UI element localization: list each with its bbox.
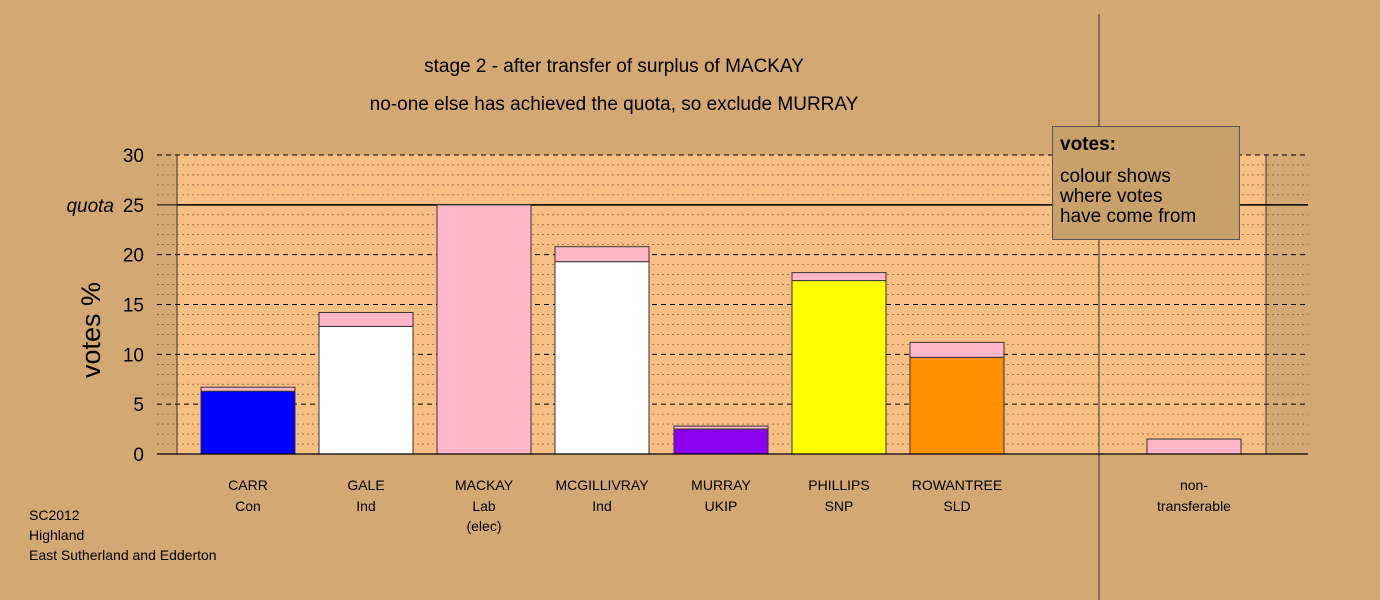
category-name-label: ROWANTREE xyxy=(912,477,1002,493)
legend-line: colour shows xyxy=(1060,166,1171,187)
footer-line: East Sutherland and Edderton xyxy=(29,547,217,563)
category-name-label: non- xyxy=(1180,477,1208,493)
bar-transfer-segment xyxy=(909,341,1005,358)
bar-phillips xyxy=(791,280,887,455)
category-party-label: SNP xyxy=(825,498,854,514)
y-tick-label: 0 xyxy=(133,445,144,466)
category-name-label: PHILLIPS xyxy=(808,477,869,493)
category-party-label: Con xyxy=(235,498,261,514)
bar-transfer-segment xyxy=(673,425,769,430)
bar-transfer-segment xyxy=(554,246,650,263)
legend-box: votes: colour shows where votes have com… xyxy=(1052,126,1240,240)
chart-subtitle: no-one else has achieved the quota, so e… xyxy=(370,94,859,115)
chart-title: stage 2 - after transfer of surplus of M… xyxy=(424,56,804,77)
bar-mackay xyxy=(436,204,532,455)
category-name-label: CARR xyxy=(228,477,268,493)
category-name-label: GALE xyxy=(347,477,384,493)
category-name-label: MCGILLIVRAY xyxy=(555,477,649,493)
bar-gale xyxy=(318,325,414,455)
legend-line: have come from xyxy=(1060,206,1197,227)
category-party-label: transferable xyxy=(1157,498,1231,514)
bar-transfer-segment xyxy=(1146,438,1242,455)
legend-heading: votes: xyxy=(1060,134,1116,155)
footer-line: Highland xyxy=(29,527,85,543)
bar-rowantree xyxy=(909,356,1005,455)
y-tick-label: 10 xyxy=(123,345,144,366)
bar-carr xyxy=(200,390,296,455)
quota-label: quota xyxy=(66,196,114,217)
category-name-label: MURRAY xyxy=(691,477,751,493)
y-tick-label: 25 xyxy=(123,196,144,217)
bar-murray xyxy=(673,428,769,455)
category-extra-label: (elec) xyxy=(466,518,501,534)
y-axis-label: votes % xyxy=(76,282,106,378)
category-party-label: UKIP xyxy=(705,498,738,514)
y-tick-label: 15 xyxy=(123,296,144,317)
category-party-label: SLD xyxy=(943,498,970,514)
bar-mcgillivray xyxy=(554,261,650,455)
category-party-label: Lab xyxy=(472,498,496,514)
legend-line: where votes xyxy=(1060,186,1163,207)
category-party-label: Ind xyxy=(592,498,611,514)
footer-info: SC2012 Highland East Sutherland and Edde… xyxy=(29,505,217,565)
y-tick-label: 30 xyxy=(123,146,144,167)
category-party-label: Ind xyxy=(356,498,375,514)
bar-transfer-segment xyxy=(318,311,414,327)
y-tick-label: 5 xyxy=(133,395,144,416)
bar-transfer-segment xyxy=(200,386,296,392)
y-tick-label: 20 xyxy=(123,246,144,267)
footer-line: SC2012 xyxy=(29,507,80,523)
category-name-label: MACKAY xyxy=(455,477,514,493)
bar-transfer-segment xyxy=(791,272,887,282)
